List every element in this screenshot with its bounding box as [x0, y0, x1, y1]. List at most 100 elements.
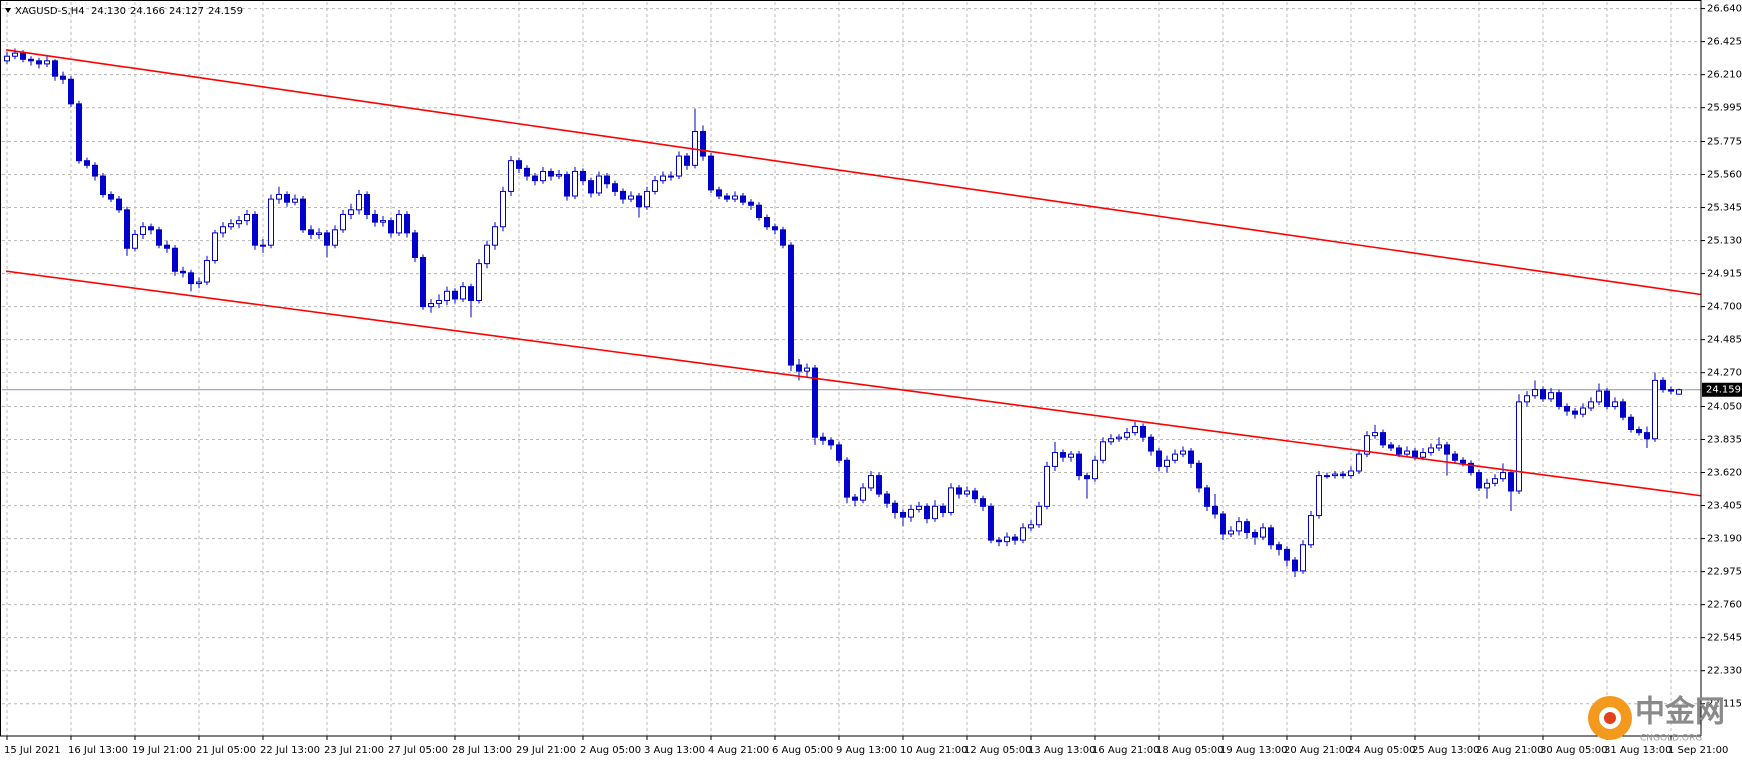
candle-body — [540, 170, 546, 182]
candle-body — [1404, 450, 1410, 455]
candle-body — [932, 505, 938, 520]
y-tick-label: 24.700 — [1707, 302, 1742, 313]
candle-body — [1108, 438, 1114, 443]
y-tick-label: 23.190 — [1707, 534, 1742, 545]
y-tick-label: 22.975 — [1707, 567, 1742, 578]
y-tick-label: 26.210 — [1707, 70, 1742, 81]
candle-body — [1068, 453, 1074, 458]
price-tag-label: 24.159 — [1706, 385, 1741, 396]
candle-body — [972, 490, 978, 500]
watermark: 中金网 CNGOLD.ORG — [1588, 695, 1725, 744]
y-tick-label: 22.115 — [1707, 699, 1742, 710]
candle-body — [340, 213, 346, 231]
candle-body — [468, 286, 474, 301]
candle-body — [1212, 505, 1218, 515]
candle-body — [284, 193, 290, 203]
candle-body — [580, 170, 586, 182]
candle-body — [876, 475, 882, 495]
candle-body — [492, 226, 498, 246]
candle-body — [364, 193, 370, 215]
candle-body — [700, 131, 706, 157]
candle-body — [1420, 452, 1426, 458]
candle-body — [356, 193, 362, 211]
candle-body — [1372, 432, 1378, 437]
candle-body — [1316, 475, 1322, 517]
candle-body — [644, 190, 650, 208]
y-tick-label: 24.270 — [1707, 368, 1742, 379]
candle-body — [52, 60, 58, 77]
candle-body — [1516, 401, 1522, 492]
candle-body — [796, 364, 802, 372]
x-tick-label: 31 Aug 13:00 — [1604, 745, 1671, 756]
trendline — [5, 48, 1702, 296]
candle-body — [140, 226, 146, 235]
x-tick-label: 13 Aug 13:00 — [1028, 745, 1095, 756]
candle-body — [244, 213, 250, 222]
candle-body — [1252, 531, 1258, 538]
candle-body — [500, 190, 506, 228]
candle-body — [948, 487, 954, 513]
candle-body — [1580, 407, 1586, 415]
candle-body — [940, 505, 946, 513]
candle-body — [1044, 465, 1050, 507]
candle-body — [1460, 459, 1466, 464]
x-tick-label: 10 Aug 21:00 — [900, 745, 967, 756]
candle-body — [1564, 405, 1570, 412]
candle-body — [452, 290, 458, 300]
candle-body — [172, 247, 178, 272]
candle-body — [100, 175, 106, 195]
candle-body — [884, 493, 890, 504]
candle-body — [1220, 513, 1226, 535]
candle-body — [1268, 527, 1274, 546]
y-tick-label: 22.545 — [1707, 633, 1742, 644]
candle-body — [1292, 559, 1298, 572]
candle-body — [228, 223, 234, 228]
candle-body — [92, 164, 98, 177]
candle-body — [116, 198, 122, 211]
x-tick-label: 22 Jul 13:00 — [260, 745, 320, 756]
candle-body — [1172, 453, 1178, 461]
candle-body — [28, 58, 34, 62]
x-tick-label: 19 Aug 13:00 — [1220, 745, 1287, 756]
candle-body — [1668, 389, 1674, 392]
y-tick-label: 22.760 — [1707, 600, 1742, 611]
candle-body — [1180, 450, 1186, 455]
candle-body — [388, 220, 394, 234]
y-tick-label: 25.775 — [1707, 136, 1742, 147]
candle-body — [12, 52, 18, 57]
candle-body — [828, 439, 834, 446]
x-tick-label: 25 Aug 13:00 — [1412, 745, 1479, 756]
candle-body — [1644, 432, 1650, 440]
x-tick-label: 16 Jul 13:00 — [68, 745, 128, 756]
candle-body — [716, 189, 722, 197]
candle-body — [396, 213, 402, 234]
watermark-text: 中金网 — [1635, 695, 1725, 730]
candle-body — [1548, 392, 1554, 400]
open-label: 24.130 — [91, 6, 126, 17]
y-tick-label: 22.330 — [1707, 666, 1742, 677]
candle-body — [1428, 447, 1434, 454]
candle-body — [236, 220, 242, 225]
candle-body — [1508, 472, 1514, 492]
candle-body — [588, 180, 594, 194]
candle-body — [1228, 530, 1234, 535]
y-tick-label: 24.485 — [1707, 335, 1742, 346]
candle-body — [1396, 447, 1402, 455]
candles — [4, 48, 1682, 578]
candle-body — [804, 367, 810, 372]
candle-body — [572, 170, 578, 197]
candle-body — [36, 60, 42, 65]
candle-body — [68, 78, 74, 105]
candle-body — [916, 505, 922, 510]
price-tag — [1702, 382, 1742, 397]
candle-body — [660, 175, 666, 182]
candle-body — [204, 260, 210, 283]
candle-body — [604, 175, 610, 185]
candle-body — [316, 232, 322, 235]
candle-body — [188, 272, 194, 285]
candle-body — [292, 198, 298, 203]
x-tick-label: 29 Jul 21:00 — [516, 745, 576, 756]
candle-body — [1652, 379, 1658, 440]
candle-body — [532, 175, 538, 182]
x-tick-label: 18 Aug 05:00 — [1156, 745, 1223, 756]
